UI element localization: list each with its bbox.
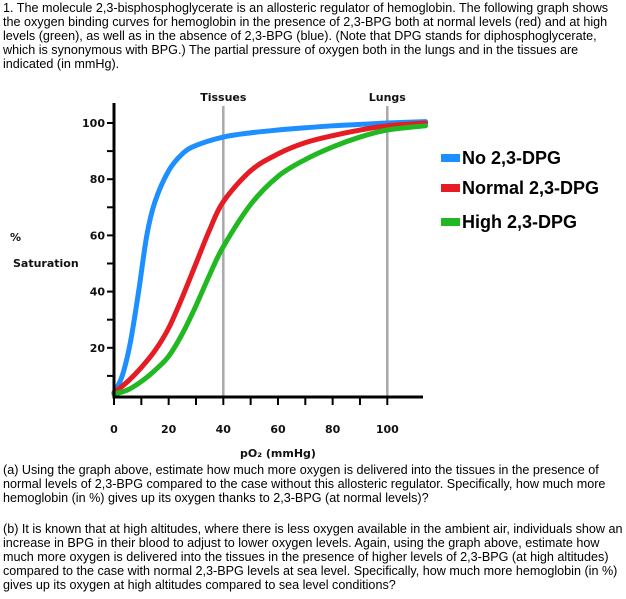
question-part-b: (b) It is known that at high altitudes, …	[3, 522, 623, 592]
legend-swatch	[441, 184, 460, 192]
legend-item-no-dpg: No 2,3-DPG	[441, 148, 561, 168]
x-tick-label: 40	[216, 423, 232, 436]
legend-swatch	[441, 218, 460, 226]
oxygen-binding-chart: Tissues Lungs 0 20 40 60 80 100 20 40 60 80 100 % S…	[10, 91, 599, 460]
legend: No 2,3-DPG Normal 2,3-DPG High 2,3-DPG	[441, 148, 599, 232]
tissues-label: Tissues	[200, 91, 247, 104]
legend-label: No 2,3-DPG	[462, 148, 561, 168]
y-axis-label-saturation: Saturation	[13, 257, 79, 270]
legend-label: High 2,3-DPG	[462, 212, 577, 232]
y-tick-label: 100	[82, 117, 105, 130]
x-tick-label: 20	[161, 423, 177, 436]
legend-swatch	[441, 154, 460, 162]
curve-high-dpg	[111, 123, 429, 397]
x-tick-label: 60	[270, 423, 286, 436]
lungs-label: Lungs	[369, 91, 407, 104]
legend-item-normal-dpg: Normal 2,3-DPG	[441, 178, 599, 198]
question-intro: 1. The molecule 2,3-bisphosphoglycerate …	[3, 1, 609, 71]
x-tick-label: 100	[376, 423, 399, 436]
x-tick-label: 80	[325, 423, 341, 436]
y-tick-label: 60	[90, 229, 106, 242]
curve-normal-dpg	[111, 120, 429, 396]
y-axis-label-percent: %	[10, 231, 21, 244]
x-tick-label: 0	[110, 423, 118, 436]
curve-no-dpg	[111, 119, 429, 396]
x-axis-label: pO₂ (mmHg)	[240, 447, 316, 460]
legend-label: Normal 2,3-DPG	[462, 178, 599, 198]
legend-item-high-dpg: High 2,3-DPG	[441, 212, 577, 232]
y-tick-label: 40	[90, 286, 106, 299]
y-tick-label: 20	[90, 342, 106, 355]
question-part-a: (a) Using the graph above, estimate how …	[3, 463, 606, 505]
y-tick-label: 80	[90, 173, 106, 186]
